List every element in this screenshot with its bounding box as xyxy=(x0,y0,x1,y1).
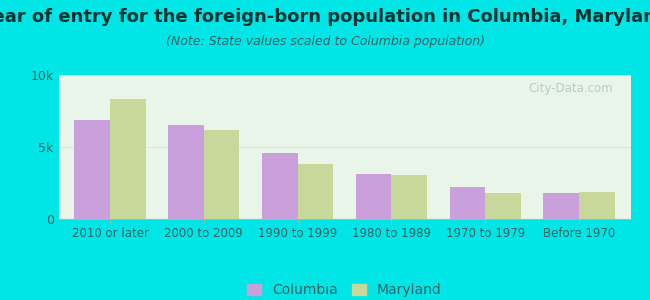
Bar xyxy=(579,192,614,219)
Bar xyxy=(356,174,391,219)
Text: (Note: State values scaled to Columbia population): (Note: State values scaled to Columbia p… xyxy=(166,34,484,47)
Bar xyxy=(204,130,239,219)
Bar xyxy=(543,193,579,219)
Text: Year of entry for the foreign-born population in Columbia, Maryland: Year of entry for the foreign-born popul… xyxy=(0,8,650,26)
Bar xyxy=(75,120,110,219)
Text: City-Data.com: City-Data.com xyxy=(528,82,614,95)
Bar xyxy=(168,125,204,219)
Bar xyxy=(110,100,146,219)
Legend: Columbia, Maryland: Columbia, Maryland xyxy=(243,279,446,300)
Bar xyxy=(450,187,485,219)
Bar xyxy=(262,153,298,219)
Bar xyxy=(391,175,427,219)
Bar xyxy=(485,193,521,219)
Bar xyxy=(298,164,333,219)
